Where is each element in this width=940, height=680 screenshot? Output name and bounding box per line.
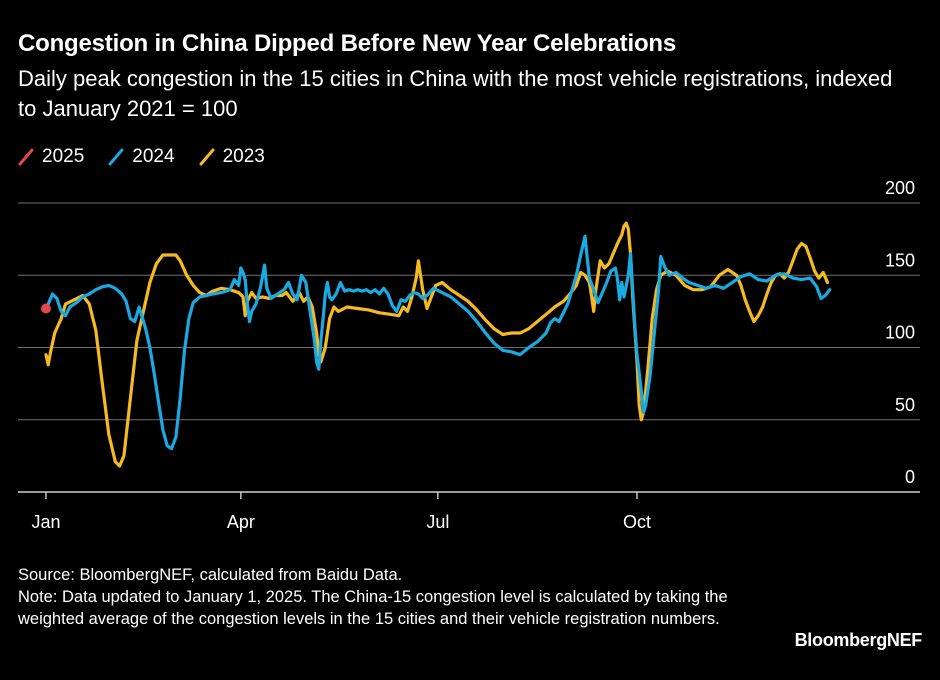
y-tick-label-100: 100 — [885, 323, 915, 343]
legend-swatch-2023 — [199, 148, 215, 166]
legend-swatch-2025 — [18, 148, 34, 166]
x-axis: Jan Apr Jul Oct — [31, 492, 651, 532]
footer: Source: BloombergNEF, calculated from Ba… — [18, 564, 738, 630]
legend-item-2023: 2023 — [199, 146, 265, 168]
series-2023-line — [44, 221, 830, 468]
legend: 2025 2024 2023 — [18, 144, 265, 170]
legend-label-2024: 2024 — [132, 146, 175, 167]
legend-item-2025: 2025 — [18, 146, 84, 168]
series-2024-line — [46, 234, 832, 451]
x-tick-label-oct: Oct — [623, 512, 651, 532]
legend-swatch-2024 — [108, 148, 124, 166]
gridlines — [18, 202, 920, 493]
chart-subtitle: Daily peak congestion in the 15 cities i… — [18, 66, 893, 121]
brand-logo: BloombergNEF — [794, 630, 923, 650]
legend-label-2023: 2023 — [222, 146, 265, 167]
series-2025-point — [41, 303, 51, 314]
chart-title: Congestion in China Dipped Before New Ye… — [18, 30, 677, 57]
y-tick-label-0: 0 — [905, 467, 915, 487]
x-tick-label-jul: Jul — [426, 512, 449, 532]
x-tick-label-jan: Jan — [31, 512, 60, 532]
y-tick-label-50: 50 — [895, 395, 915, 415]
y-tick-label-150: 150 — [885, 250, 915, 270]
series-lines — [41, 221, 832, 468]
y-tick-label-200: 200 — [885, 178, 915, 198]
legend-label-2025: 2025 — [42, 146, 85, 167]
legend-item-2024: 2024 — [108, 146, 175, 168]
data-note: Note: Data updated to January 1, 2025. T… — [18, 588, 728, 628]
y-axis-tick-labels: 0 50 100 150 200 — [885, 178, 915, 487]
x-tick-label-apr: Apr — [227, 512, 255, 532]
source-note: Source: BloombergNEF, calculated from Ba… — [18, 566, 403, 584]
